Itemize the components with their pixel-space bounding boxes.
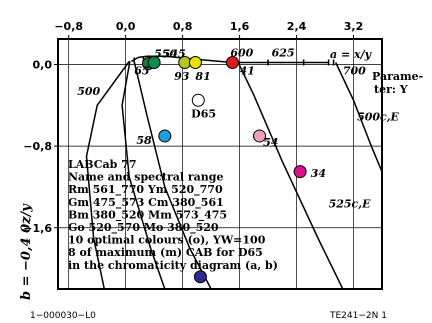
- wavelength-label: 93: [174, 70, 190, 83]
- color-markers: [141, 55, 307, 284]
- legend-line: Go 520_570 Mo 380_520: [68, 221, 219, 235]
- boundary-line: [237, 62, 344, 289]
- wavelength-label: 58: [136, 134, 152, 147]
- wavelength-label: 550: [154, 47, 177, 60]
- wavelength-label: 34: [311, 167, 326, 180]
- color-marker: [158, 129, 172, 143]
- parameter-label-1: Parame-: [372, 70, 423, 83]
- boundary-line: [335, 62, 382, 172]
- point-label: D65: [191, 108, 216, 121]
- wavelength-label: 500c,E: [357, 111, 399, 124]
- x-tick-label: 1,6: [230, 20, 250, 33]
- boundary-line: [121, 61, 166, 289]
- color-marker: [253, 129, 267, 143]
- boundary-line: [133, 61, 212, 289]
- legend-line: Bm 380_520 Mm 573_475: [68, 208, 227, 222]
- wavelength-label: 625: [272, 46, 295, 59]
- footer-left: 1−000030−L0: [30, 311, 96, 321]
- color-marker: [188, 55, 202, 69]
- legend-line: 10 optimal colours (o), YW=100: [68, 234, 266, 247]
- legend-line: LABCab 77: [68, 158, 136, 171]
- x-axis-title: a = x/y: [330, 48, 373, 61]
- wavelength-label: 500: [77, 85, 100, 98]
- open-marker: [191, 93, 205, 107]
- x-tick-label: 2,4: [287, 20, 307, 33]
- parameter-label-2: ter: Y: [374, 83, 408, 96]
- legend-line: 8 of maximum (m) CAB for D65: [68, 246, 263, 259]
- legend-line: Name and spectral range: [68, 171, 224, 184]
- x-tick-label: −0,8: [54, 20, 83, 33]
- legend-line: Gm 475_573 Cm 380_561: [68, 196, 224, 210]
- wavelength-label: 41: [240, 65, 255, 78]
- x-tick-label: 3,2: [344, 20, 364, 33]
- y-tick-label: −1,6: [23, 222, 52, 235]
- boundary-line: [85, 60, 130, 289]
- wavelength-label: 81: [195, 70, 210, 83]
- legend-line: in the chromaticity diagram (a, b): [68, 259, 278, 272]
- color-marker: [147, 55, 161, 69]
- tick-labels: −0,8 0,0 0,8 1,6 2,4 3,2 0,0 −0,8 −1,6: [23, 20, 363, 235]
- wavelength-label: 700: [343, 65, 366, 78]
- wavelength-label: 545: [163, 47, 186, 60]
- footer-right: TE241−2N 1: [329, 311, 387, 321]
- legend-line: Rm 561_770 Ym 520_770: [68, 183, 223, 197]
- color-marker: [293, 165, 307, 179]
- x-tick-label: 0,0: [116, 20, 136, 33]
- y-tick-label: −0,8: [23, 140, 52, 153]
- wavelength-label: 65: [134, 65, 149, 78]
- x-tick-label: 0,8: [173, 20, 193, 33]
- plot-frame: [57, 38, 383, 290]
- wavelength-label: 600: [230, 46, 253, 59]
- y-axis-title: b = −0,4 0z/y: [19, 203, 34, 300]
- wavelength-label: 525c,E: [329, 197, 371, 210]
- color-marker: [193, 270, 207, 284]
- wavelength-label: 54: [263, 136, 278, 149]
- grid-layer: [54, 35, 382, 289]
- y-tick-label: 0,0: [33, 59, 53, 72]
- color-marker: [225, 55, 239, 69]
